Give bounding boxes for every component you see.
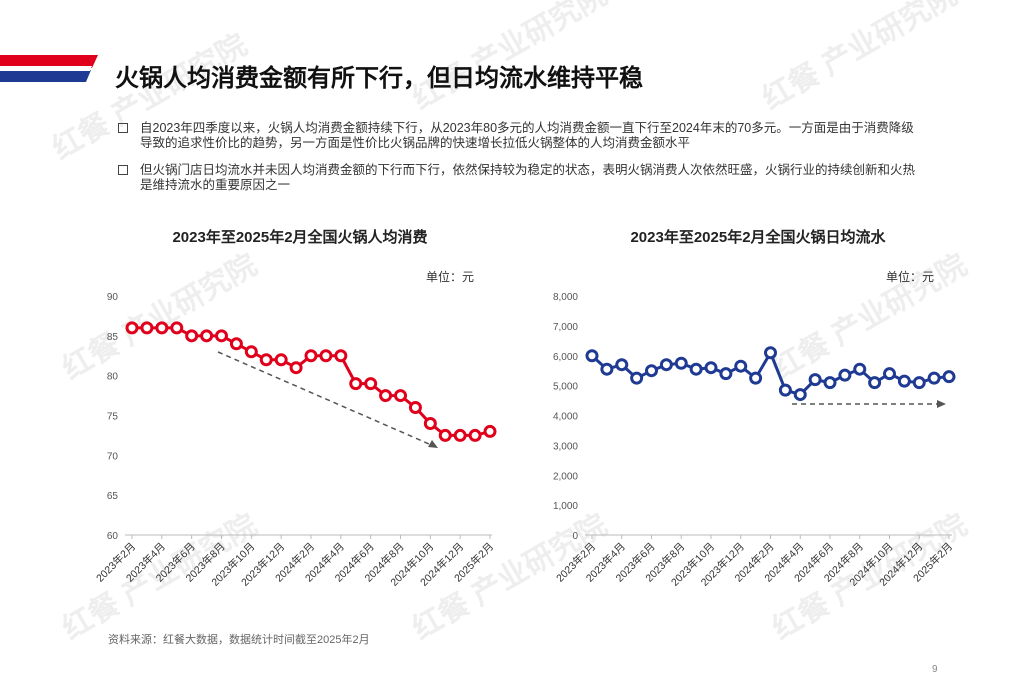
data-point	[170, 321, 184, 335]
header-stripe	[0, 66, 92, 71]
y-tick-label: 60	[107, 531, 119, 542]
source-note: 资料来源：红餐大数据，数据统计时间截至2025年2月	[108, 634, 370, 646]
chart-title: 2023年至2025年2月全国火锅人均消费	[172, 228, 427, 246]
data-point	[853, 362, 867, 376]
data-point	[808, 373, 822, 387]
y-tick-label: 4,000	[553, 412, 578, 423]
y-tick-label: 90	[107, 292, 119, 303]
data-point	[215, 329, 228, 343]
data-point	[200, 329, 214, 343]
unit-label: 单位：元	[426, 269, 474, 284]
data-point	[453, 428, 467, 442]
watermark: 红餐 产业研究院	[767, 247, 973, 386]
data-point	[259, 353, 273, 367]
data-point	[600, 362, 614, 376]
data-point	[615, 358, 629, 372]
unit-label: 单位：元	[886, 269, 934, 284]
arrow-head	[428, 440, 438, 448]
data-point	[689, 362, 703, 376]
y-tick-label: 1,000	[553, 501, 578, 512]
data-point	[244, 345, 258, 359]
trend-arrow	[217, 351, 437, 448]
data-point	[659, 358, 673, 372]
y-tick-label: 80	[107, 372, 119, 383]
data-point	[185, 329, 199, 343]
data-point	[379, 389, 393, 403]
data-point	[304, 349, 318, 363]
page-title: 火锅人均消费金额有所下行，但日均流水维持平稳	[115, 65, 643, 92]
y-tick-label: 3,000	[553, 441, 578, 452]
data-point	[793, 388, 807, 402]
watermark: 红餐 产业研究院	[757, 0, 963, 116]
data-point	[942, 370, 956, 384]
data-point	[912, 376, 926, 390]
data-point	[319, 349, 333, 363]
chart-title: 2023年至2025年2月全国火锅日均流水	[630, 228, 886, 246]
bullet-icon	[118, 123, 128, 133]
data-point	[823, 376, 837, 390]
data-point	[289, 361, 303, 375]
y-tick-label: 75	[107, 412, 119, 423]
y-tick-label: 6,000	[553, 352, 578, 363]
data-point	[883, 367, 896, 381]
y-tick-label: 70	[107, 451, 119, 462]
data-point	[674, 356, 688, 370]
data-point	[704, 361, 718, 375]
data-point	[645, 364, 658, 378]
data-point	[927, 371, 941, 385]
data-point	[334, 349, 348, 363]
data-point	[125, 321, 139, 335]
data-point	[349, 377, 363, 391]
page-number: 9	[932, 664, 938, 675]
data-point	[438, 428, 452, 442]
data-point	[719, 367, 733, 381]
data-point	[408, 401, 422, 415]
arrow-head	[937, 400, 946, 408]
data-point	[483, 424, 497, 438]
y-tick-label: 7,000	[553, 322, 578, 333]
data-point	[229, 337, 243, 351]
y-tick-label: 8,000	[553, 292, 578, 303]
header-stripe	[0, 55, 98, 68]
bullet-icon	[118, 165, 128, 175]
data-point	[585, 349, 599, 363]
y-tick-label: 65	[107, 491, 119, 502]
data-point	[423, 416, 437, 430]
data-point	[364, 377, 378, 391]
data-point	[468, 428, 482, 442]
bullet-text: 自2023年四季度以来，火锅人均消费金额持续下行，从2023年80多元的人均消费…	[140, 121, 914, 150]
data-point	[155, 321, 169, 335]
y-tick-label: 85	[107, 332, 119, 343]
data-line	[132, 326, 491, 437]
data-point	[140, 321, 154, 335]
y-tick-label: 0	[572, 531, 578, 542]
data-point	[778, 383, 792, 397]
header-stripe	[0, 70, 91, 82]
data-point	[838, 368, 852, 382]
data-point	[274, 353, 288, 367]
data-point	[868, 376, 882, 390]
data-point	[734, 359, 748, 373]
data-point	[749, 371, 763, 385]
watermark: 红餐 产业研究院	[57, 247, 263, 386]
y-tick-label: 2,000	[553, 471, 578, 482]
bullet-text: 但火锅门店日均流水并未因人均消费金额的下行而下行，依然保持较为稳定的状态，表明火…	[140, 163, 916, 192]
data-point	[897, 374, 911, 388]
data-point	[394, 389, 407, 403]
data-point	[630, 371, 644, 385]
data-point	[764, 346, 777, 360]
y-tick-label: 5,000	[553, 382, 578, 393]
